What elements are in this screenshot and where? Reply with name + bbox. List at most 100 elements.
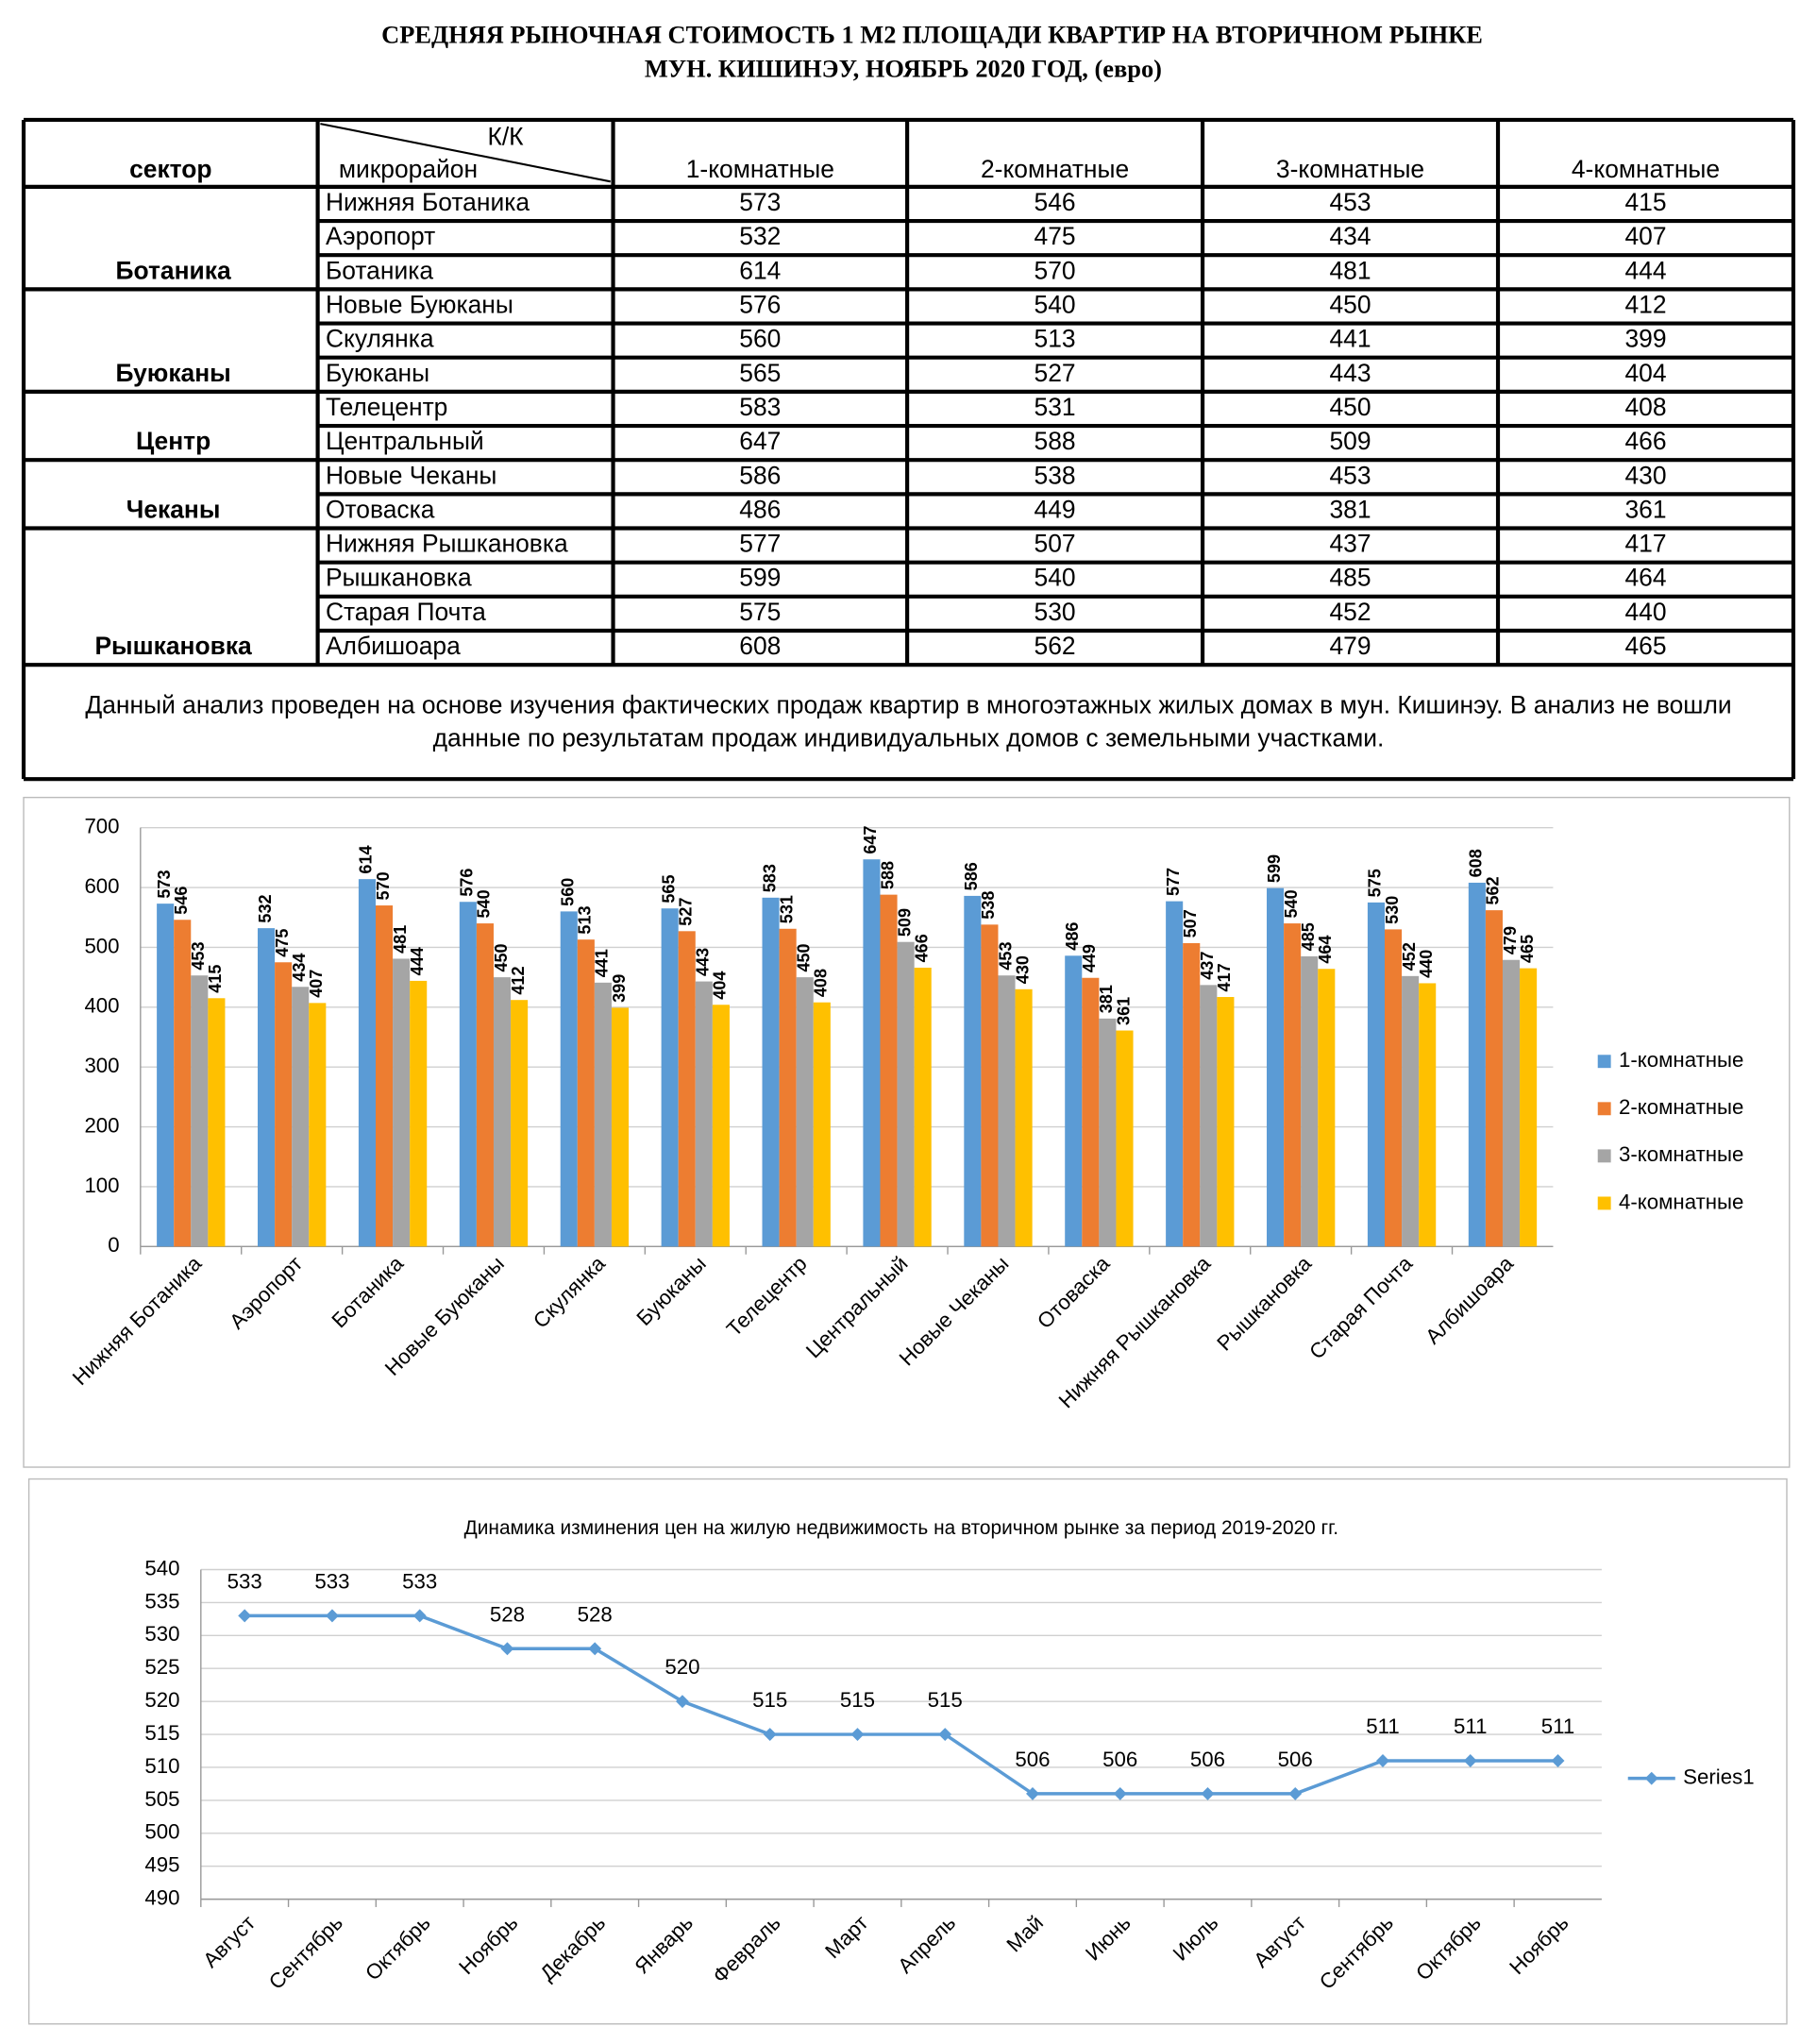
bar xyxy=(208,998,226,1247)
data-label: 452 xyxy=(1400,942,1419,971)
data-label: 599 xyxy=(1265,854,1284,883)
data-label: 441 xyxy=(593,949,612,977)
micro-cell: Нижняя Ботаника xyxy=(326,188,530,216)
x-tick-label: Октябрь xyxy=(361,1911,435,1985)
bar xyxy=(998,975,1016,1247)
bar xyxy=(914,967,932,1247)
marker xyxy=(676,1695,689,1709)
value-cell: 485 xyxy=(1330,564,1371,592)
data-label: 381 xyxy=(1097,985,1116,1013)
micro-cell: Скулянка xyxy=(326,325,434,353)
micro-cell: Буюканы xyxy=(326,359,429,387)
value-cell: 565 xyxy=(739,359,781,387)
legend-label: 3-комнатные xyxy=(1619,1142,1743,1166)
bar xyxy=(1301,955,1319,1247)
x-tick-label: Аэропорт xyxy=(225,1252,307,1334)
x-tick-label: Декабрь xyxy=(535,1911,610,1985)
sector-cell: Ботаника xyxy=(116,256,231,284)
bar xyxy=(1485,910,1503,1247)
value-cell: 434 xyxy=(1330,222,1371,250)
title: СРЕДНЯЯ РЫНОЧНАЯ СТОИМОСТЬ 1 М2 ПЛОЩАДИ … xyxy=(381,20,1483,48)
value-cell: 404 xyxy=(1624,359,1666,387)
bar xyxy=(1183,942,1201,1247)
value-cell: 540 xyxy=(1035,564,1076,592)
data-label: 511 xyxy=(1541,1715,1574,1738)
bar xyxy=(493,977,512,1247)
x-tick-label: Апрель xyxy=(893,1911,960,1978)
value-cell: 449 xyxy=(1035,495,1076,523)
bar xyxy=(1318,969,1336,1247)
value-cell: 576 xyxy=(739,290,781,318)
x-tick-label: Новые Чеканы xyxy=(895,1252,1014,1371)
y-tick-label: 520 xyxy=(144,1688,179,1712)
bar xyxy=(1402,975,1420,1247)
value-cell: 599 xyxy=(739,564,781,592)
data-label: 506 xyxy=(1278,1748,1313,1771)
x-tick-label: Ботаника xyxy=(327,1251,408,1332)
x-tick-label: Март xyxy=(820,1911,872,1963)
data-label: 515 xyxy=(840,1688,875,1712)
bar xyxy=(476,923,494,1247)
y-tick-label: 500 xyxy=(84,934,119,957)
micro-cell: Албишоара xyxy=(326,632,461,660)
value-cell: 560 xyxy=(739,325,781,353)
data-label: 546 xyxy=(172,887,191,915)
x-tick-label: Телецентр xyxy=(722,1252,812,1342)
bar xyxy=(410,980,428,1247)
bar xyxy=(511,1000,529,1247)
value-cell: 450 xyxy=(1330,290,1371,318)
legend-swatch xyxy=(1597,1055,1611,1069)
data-label: 481 xyxy=(391,925,410,954)
value-cell: 437 xyxy=(1330,530,1371,558)
bar xyxy=(1166,901,1184,1247)
bar xyxy=(661,908,679,1247)
value-cell: 481 xyxy=(1330,256,1371,284)
value-cell: 430 xyxy=(1624,461,1666,489)
bar xyxy=(981,924,999,1247)
bar xyxy=(1384,929,1403,1247)
legend-swatch xyxy=(1597,1102,1611,1116)
x-tick-label: Буюканы xyxy=(632,1252,711,1330)
bar xyxy=(880,894,898,1247)
bar xyxy=(309,1003,327,1247)
bar xyxy=(678,931,696,1247)
legend-label: 1-комнатные xyxy=(1619,1048,1743,1072)
y-tick-label: 0 xyxy=(108,1233,119,1257)
marker xyxy=(325,1609,339,1623)
bar xyxy=(1015,988,1033,1247)
data-label: 449 xyxy=(1080,944,1099,972)
data-label: 466 xyxy=(912,934,931,962)
y-tick-label: 600 xyxy=(84,874,119,898)
data-label: 573 xyxy=(155,870,174,898)
bar xyxy=(1082,977,1100,1247)
value-cell: 407 xyxy=(1624,222,1666,250)
data-label: 576 xyxy=(458,869,477,897)
data-label: 361 xyxy=(1114,997,1133,1025)
x-tick-label: Июль xyxy=(1169,1911,1223,1966)
value-cell: 530 xyxy=(1035,598,1076,626)
micro-cell: Нижняя Рышкановка xyxy=(326,530,568,558)
data-label: 647 xyxy=(861,826,880,854)
data-label: 453 xyxy=(189,941,208,970)
header-cell: 3-комнатные xyxy=(1276,155,1424,183)
y-tick-label: 100 xyxy=(84,1174,119,1197)
value-cell: 444 xyxy=(1624,256,1666,284)
bar xyxy=(157,904,175,1247)
data-label: 412 xyxy=(509,966,528,994)
data-label: 515 xyxy=(752,1688,787,1712)
value-cell: 577 xyxy=(739,530,781,558)
x-tick-label: Ноябрь xyxy=(1505,1911,1573,1979)
header-cell: К/К xyxy=(487,122,524,150)
bar xyxy=(577,939,595,1247)
data-label: 437 xyxy=(1198,952,1217,980)
bar xyxy=(358,879,376,1247)
value-cell: 588 xyxy=(1035,427,1076,455)
micro-cell: Старая Почта xyxy=(326,598,486,626)
chart-frame xyxy=(27,1478,1788,2025)
micro-cell: Новые Чеканы xyxy=(326,461,496,489)
bar xyxy=(863,859,881,1247)
x-tick-label: Сентябрь xyxy=(264,1911,347,1994)
chart-frame xyxy=(23,796,1791,1468)
bar xyxy=(393,958,411,1247)
data-label: 533 xyxy=(402,1569,437,1593)
